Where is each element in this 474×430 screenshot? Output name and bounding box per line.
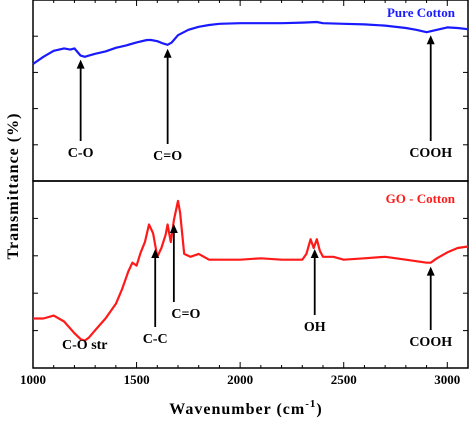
annotation-label: C=O [153,149,182,164]
bottom-panel-frame [32,180,469,369]
x-tick-label: 3000 [434,372,460,387]
annotation-arrowhead [76,59,85,69]
series-name-go-cotton: GO - Cotton [386,191,456,206]
annotation-label: COOH [409,146,452,161]
x-tick-label: 1000 [20,372,46,387]
series-line-go-cotton [33,199,469,342]
annotation-arrowhead [426,266,435,276]
y-axis-title: Transmittance (%) [5,113,22,260]
annotation-arrowhead [169,224,178,234]
annotation-arrowhead [163,48,172,58]
annotation-label: OH [304,320,326,335]
x-tick-label: 2000 [227,372,253,387]
series-lines [32,20,469,342]
annotation-arrowhead [426,35,435,45]
x-tick-label: 1500 [124,372,150,387]
annotation-label: C-C [143,332,168,347]
annotation-label: C-O str [62,338,108,353]
annotation-label: COOH [409,335,452,350]
x-axis-title: Wavenumber (cm-1) [169,398,322,418]
annotation-arrowhead [310,249,319,259]
x-tick-label: 2500 [331,372,357,387]
series-name-pure-cotton: Pure Cotton [387,5,456,20]
tick-marks [32,0,469,368]
x-tick-labels: 1000 1500 2000 2500 3000 [20,372,460,387]
series-line-pure-cotton [32,20,469,65]
annotation-arrowhead [151,249,160,259]
annotation-label: C-O [68,146,94,161]
annotation-label: C=O [171,307,200,322]
